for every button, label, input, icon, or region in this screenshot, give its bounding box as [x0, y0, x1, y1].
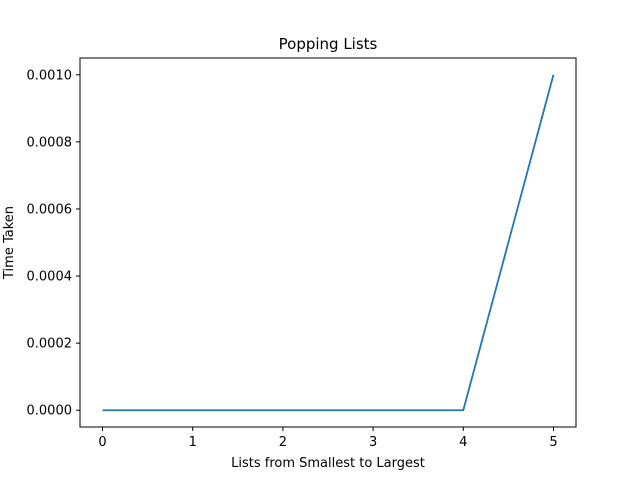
y-tick-label: 0.0004 — [27, 270, 73, 285]
plot-frame — [79, 57, 577, 428]
x-tick-label: 1 — [189, 435, 197, 450]
y-tick-label: 0.0006 — [27, 202, 73, 217]
y-tick-label: 0.0010 — [27, 68, 73, 83]
y-tick-label: 0.0000 — [27, 404, 73, 419]
x-axis-ticks: 0 1 2 3 4 5 — [98, 427, 558, 450]
x-tick-label: 5 — [549, 435, 557, 450]
x-axis-label: Lists from Smallest to Largest — [231, 456, 425, 471]
y-axis-label: Time Taken — [2, 206, 17, 280]
y-tick-label: 0.0008 — [27, 135, 73, 150]
y-axis-ticks: 0.0000 0.0002 0.0004 0.0006 0.0008 0.0010 — [27, 68, 80, 419]
x-tick-label: 2 — [279, 435, 287, 450]
chart-title: Popping Lists — [279, 35, 378, 53]
x-tick-label: 4 — [459, 435, 467, 450]
x-tick-label: 3 — [369, 435, 377, 450]
series-line — [102, 74, 555, 412]
series-layer — [102, 74, 555, 412]
y-tick-label: 0.0002 — [27, 337, 73, 352]
x-tick-label: 0 — [98, 435, 106, 450]
